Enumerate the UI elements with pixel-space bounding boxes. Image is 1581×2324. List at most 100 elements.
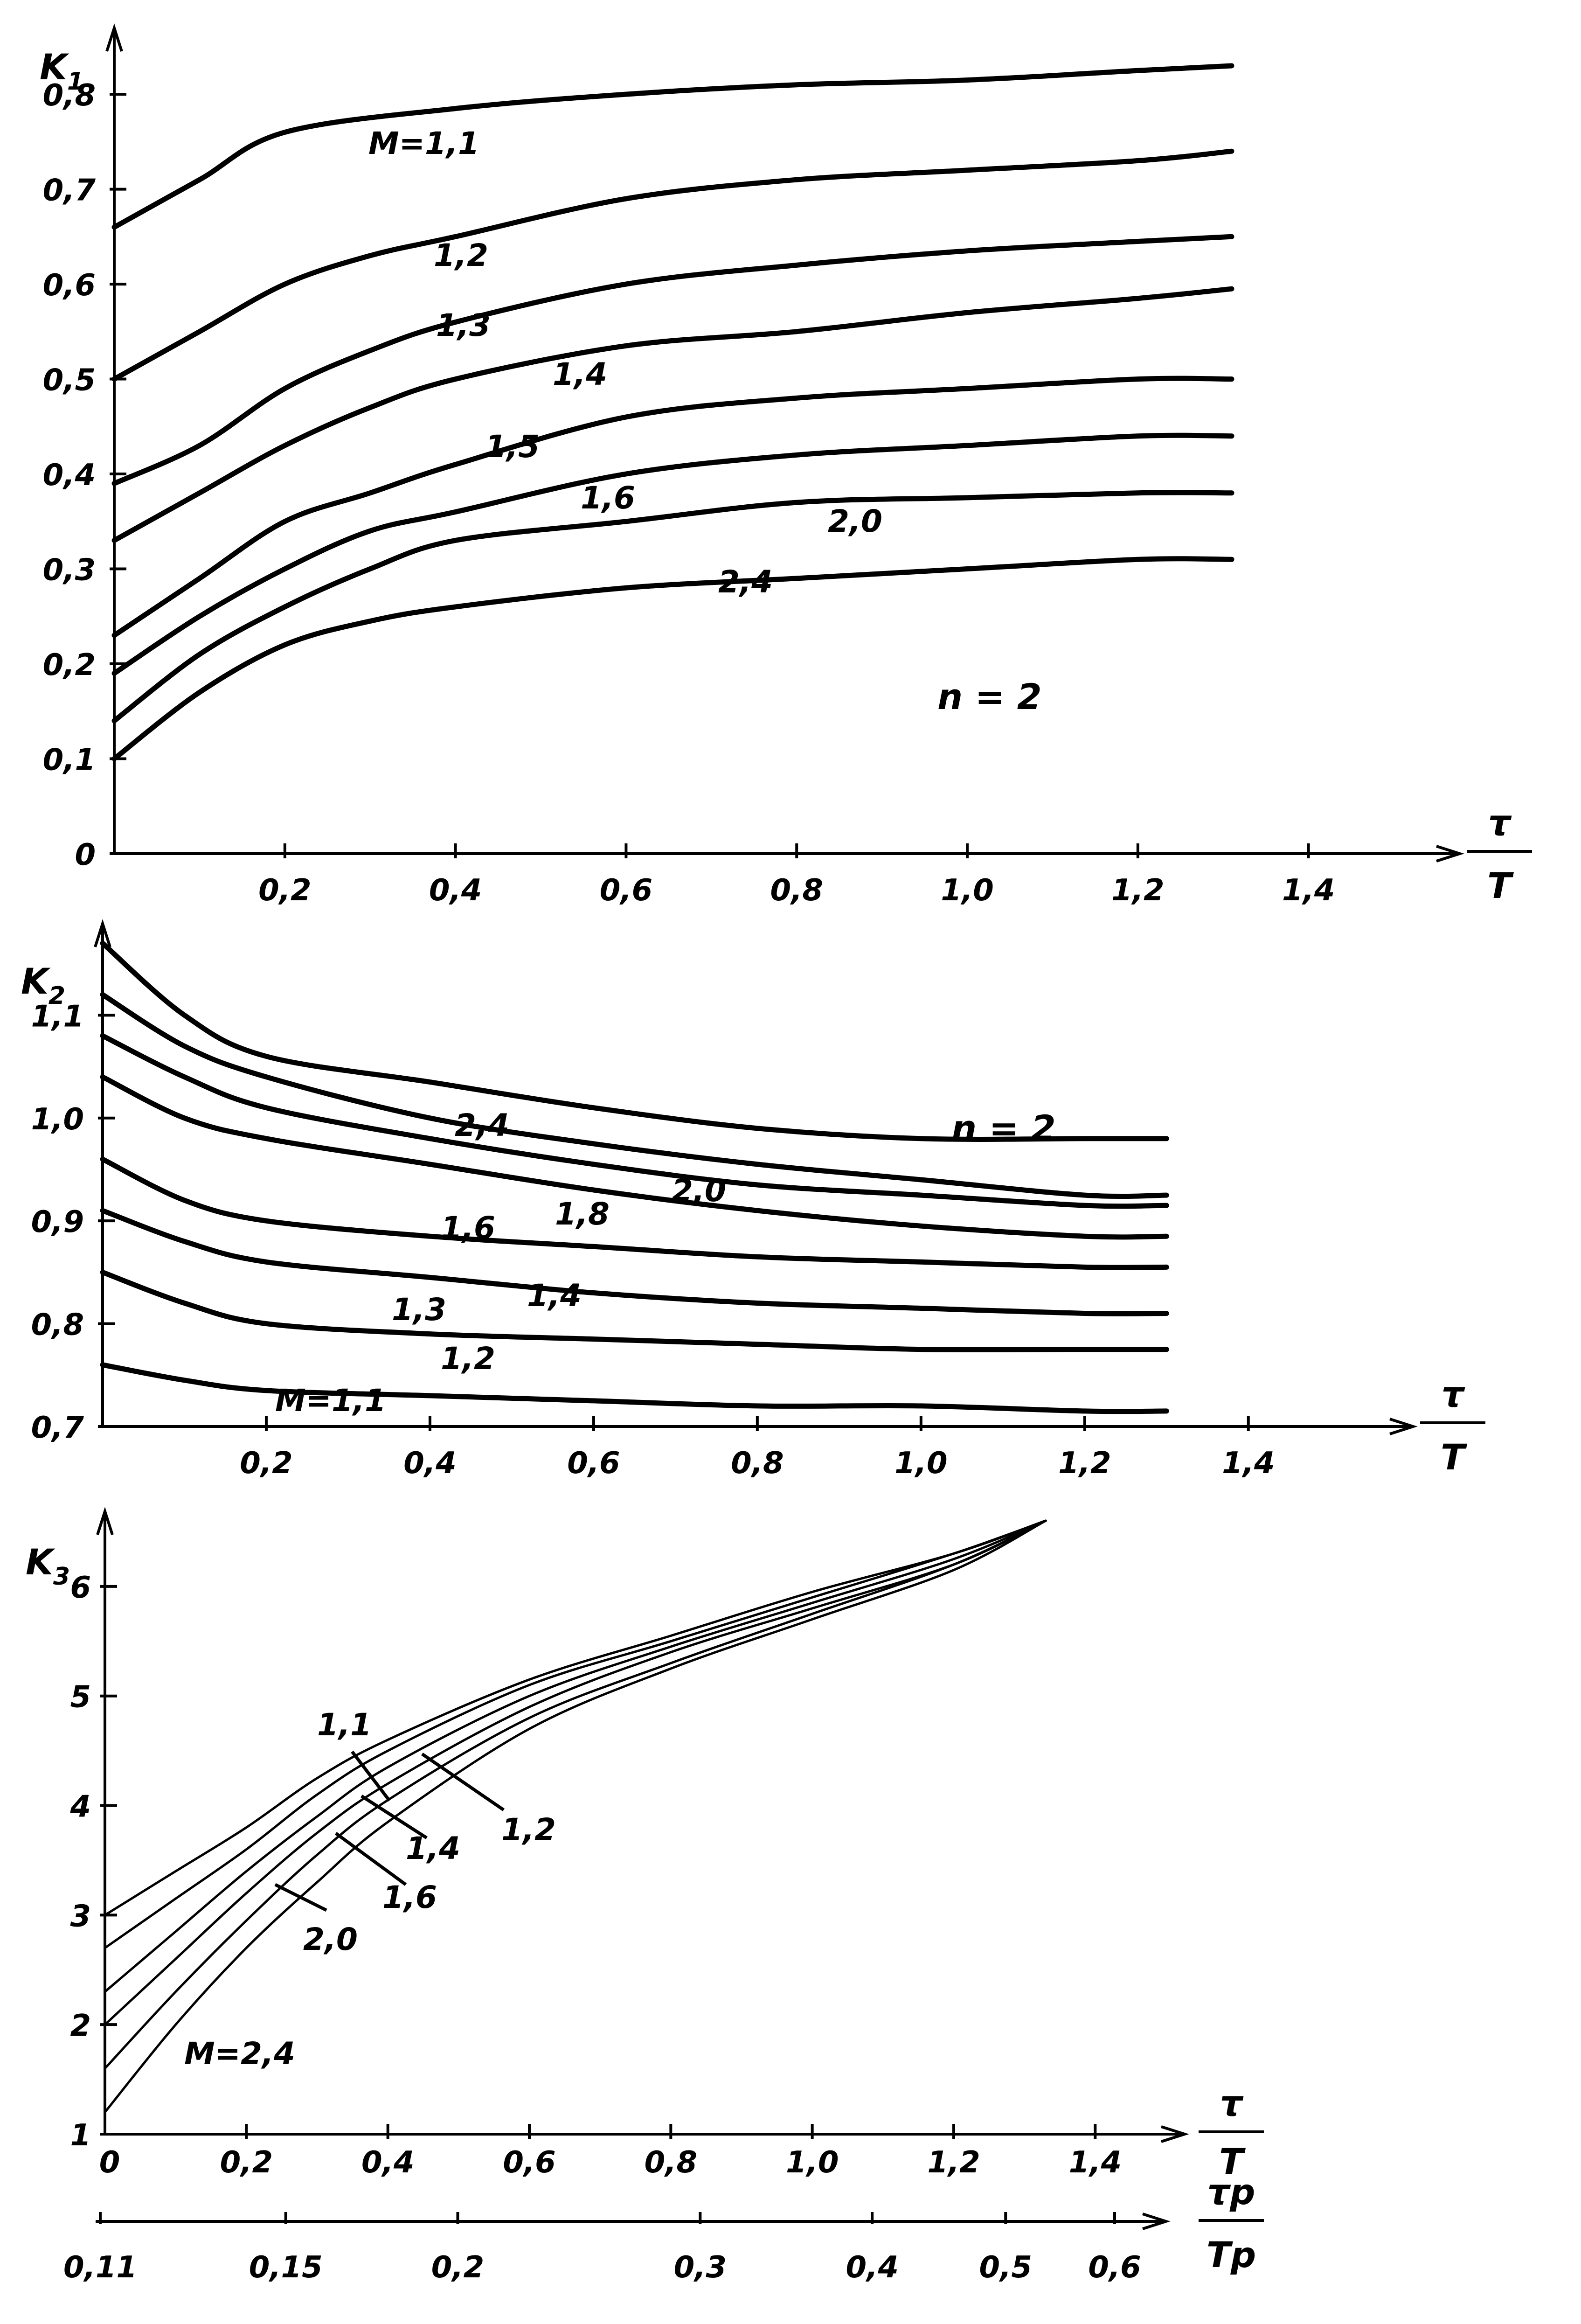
y-tick-label: 0,7 <box>31 1411 84 1445</box>
x-axis-arrow <box>1436 845 1464 863</box>
series-line-1-2 <box>100 1269 1169 1352</box>
series-line-1-1 <box>104 1519 1047 1916</box>
y-tick-label: 0,2 <box>43 648 96 682</box>
x2-tick-label: 0,6 <box>1088 2250 1141 2285</box>
series-line-m-1-1 <box>111 63 1234 230</box>
x-tick-label: 0,4 <box>361 2145 414 2180</box>
x-tick-label: 0 <box>99 2145 120 2180</box>
y-tick-label: 0,5 <box>43 363 96 398</box>
x-tick-label: 0,6 <box>503 2145 555 2180</box>
y-tick-label: 0,6 <box>43 268 96 303</box>
x-tick-label: 0,2 <box>220 2145 273 2180</box>
x2-tick-label: 0,5 <box>979 2250 1032 2285</box>
series-label-1-1: 1,1 <box>317 1707 372 1743</box>
x-tick-label: 1,4 <box>1282 873 1335 908</box>
chart-panel-3: 1 2 3 4 5 6 0 0,2 0,4 0,6 0,8 1,0 1,2 1,4 0,11 0,15 0,2 0… <box>26 1507 1264 2285</box>
x-axis-label-numerator: τ <box>1488 802 1512 843</box>
series-leader-1-2 <box>421 1753 505 1811</box>
x-tick-label: 0,2 <box>258 873 311 908</box>
series-line-1-2 <box>111 148 1234 382</box>
series-line-1-3 <box>100 1208 1169 1316</box>
series-label-1-2: 1,2 <box>501 1812 556 1848</box>
series-label-m-1-1: M=1,1 <box>275 1383 386 1419</box>
x2-tick-label: 0,2 <box>431 2250 484 2285</box>
series-line-1-2 <box>104 1519 1047 1949</box>
y-tick-label: 0 <box>75 838 96 872</box>
series-label-1-5: 1,5 <box>485 429 540 465</box>
series-line-1-4 <box>104 1519 1047 1993</box>
x2-tick-label: 0,3 <box>674 2250 727 2285</box>
y-tick-label: 1,0 <box>31 1102 84 1137</box>
y-tick-label: 3 <box>70 1899 91 1934</box>
y-axis-label-subscript: 2 <box>49 982 65 1010</box>
x-axis-arrow <box>1389 1418 1418 1435</box>
x-tick-label: 1,0 <box>941 873 993 908</box>
series-label-1-6: 1,6 <box>581 480 635 516</box>
x-tick-label: 0,8 <box>731 1446 784 1481</box>
y-tick-label: 0,9 <box>31 1205 84 1239</box>
y-tick-label: 0,4 <box>43 458 96 493</box>
series-label-m-1-1: M=1,1 <box>368 125 479 161</box>
annotation-n: n = 2 <box>937 676 1042 717</box>
chart-panel-1: 0 0,1 0,2 0,3 0,4 0,5 0,6 0,7 0,8 0,2 0,4 0,6 0,8 1,0… <box>40 23 1532 908</box>
x-tick-label: 1,2 <box>927 2145 980 2180</box>
series-line-1-6 <box>100 1074 1169 1240</box>
x-axis-label-numerator: τ <box>1220 2082 1244 2124</box>
series-label-1-8: 1,8 <box>555 1196 610 1232</box>
series-label-1-4: 1,4 <box>553 356 607 392</box>
x2-tick-label: 0,15 <box>249 2250 323 2285</box>
x-axis-label-numerator: τ <box>1442 1373 1465 1415</box>
series-label-1-3: 1,3 <box>392 1292 446 1328</box>
series-leader-1-6 <box>334 1832 407 1886</box>
x-tick-label: 0,4 <box>403 1446 456 1481</box>
x-axis-arrow <box>1161 2125 1189 2143</box>
x-tick-label: 0,6 <box>567 1446 620 1481</box>
y-axis-arrow <box>96 1507 114 1535</box>
x-axis-label-denominator: T <box>1441 1436 1467 1478</box>
y-tick-label: 0,8 <box>31 1308 84 1343</box>
y-tick-label: 4 <box>69 1790 91 1824</box>
x2-axis-label-numerator: τp <box>1207 2171 1255 2213</box>
y-axis-arrow <box>105 23 123 52</box>
x-axis-label-denominator: T <box>1487 865 1514 906</box>
y-tick-label: 5 <box>70 1680 91 1715</box>
x-tick-label: 0,8 <box>645 2145 697 2180</box>
y-tick-label: 0,1 <box>43 743 96 778</box>
x2-axis-arrow <box>1142 2213 1171 2230</box>
series-line-1-3 <box>111 234 1234 486</box>
series-line-2-4 <box>111 556 1234 761</box>
chart-panel-2: 0,70,80,91,01,10,2 0,4 0,6 0,8 1,0 1,2 1,4K2τT… <box>21 919 1485 1481</box>
y-axis-label: K3 <box>26 1541 70 1591</box>
series-label-2-0: 2,0 <box>303 1921 358 1957</box>
series-label-1-2: 1,2 <box>434 237 488 273</box>
series-line-m-1-1 <box>100 1362 1169 1414</box>
series-line-1-5 <box>111 376 1234 638</box>
annotation-n: n = 2 <box>951 1107 1056 1149</box>
x-tick-label: 1,4 <box>1069 2145 1122 2180</box>
x-tick-label: 0,2 <box>240 1446 292 1481</box>
series-label-1-6: 1,6 <box>382 1879 437 1915</box>
y-tick-label: 1,1 <box>31 999 84 1034</box>
series-line-2-0 <box>100 992 1169 1199</box>
x-tick-label: 0,4 <box>429 873 482 908</box>
x2-axis-label-denominator: Tp <box>1207 2234 1256 2275</box>
series-line-1-6 <box>111 432 1234 676</box>
series-label-1-4: 1,4 <box>406 1830 460 1866</box>
y-axis-label-subscript: 1 <box>67 68 84 96</box>
series-line-2-4 <box>100 940 1169 1142</box>
x-tick-label: 1,0 <box>786 2145 839 2180</box>
y-tick-label: 0,3 <box>43 553 96 588</box>
x-tick-label: 0,6 <box>600 873 652 908</box>
y-tick-label: 2 <box>70 2009 91 2043</box>
y-tick-label: 0,7 <box>43 174 96 208</box>
series-line-1-8 <box>100 1033 1169 1209</box>
series-label-1-2: 1,2 <box>441 1341 495 1377</box>
y-tick-label: 1 <box>70 2118 91 2153</box>
series-label-1-3: 1,3 <box>436 307 491 343</box>
x2-tick-label: 0,11 <box>63 2250 137 2285</box>
x-tick-label: 1,0 <box>895 1446 947 1481</box>
series-line-1-4 <box>111 286 1234 543</box>
x2-tick-label: 0,4 <box>846 2250 898 2285</box>
series-line-m-2-4 <box>104 1519 1047 2114</box>
